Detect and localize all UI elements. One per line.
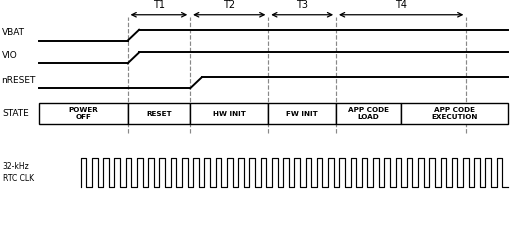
FancyBboxPatch shape — [268, 103, 336, 124]
Text: VBAT: VBAT — [2, 28, 24, 37]
Text: RESET: RESET — [146, 111, 172, 116]
Text: POWER
OFF: POWER OFF — [68, 107, 98, 120]
Text: T2: T2 — [223, 0, 235, 10]
FancyBboxPatch shape — [128, 103, 190, 124]
Text: T1: T1 — [153, 0, 165, 10]
Text: FW INIT: FW INIT — [287, 111, 318, 116]
FancyBboxPatch shape — [190, 103, 268, 124]
FancyBboxPatch shape — [401, 103, 508, 124]
Text: STATE: STATE — [3, 109, 29, 118]
Text: T4: T4 — [395, 0, 407, 10]
Text: HW INIT: HW INIT — [213, 111, 246, 116]
Text: APP CODE
EXECUTION: APP CODE EXECUTION — [431, 107, 478, 120]
Text: VIO: VIO — [2, 51, 17, 60]
Text: RTC CLK: RTC CLK — [3, 174, 34, 183]
Text: nRESET: nRESET — [2, 76, 36, 85]
FancyBboxPatch shape — [39, 103, 128, 124]
FancyBboxPatch shape — [336, 103, 401, 124]
Text: APP CODE
LOAD: APP CODE LOAD — [348, 107, 389, 120]
Text: T3: T3 — [296, 0, 308, 10]
Text: 32-kHz: 32-kHz — [3, 162, 29, 171]
